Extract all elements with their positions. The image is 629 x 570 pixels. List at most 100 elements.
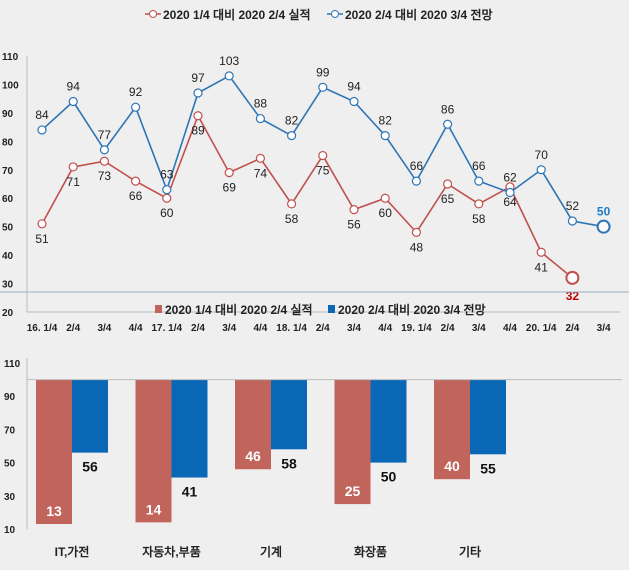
actual-point <box>443 179 453 189</box>
forecast-point <box>567 216 578 226</box>
legend-label: 2020 1/4 대비 2020 2/4 실적 <box>165 302 313 317</box>
actual-label: 73 <box>98 169 112 183</box>
legend-marker <box>331 10 339 18</box>
forecast-label: 66 <box>472 159 486 173</box>
forecast-point <box>255 113 265 124</box>
actual-bar <box>434 379 470 480</box>
actual-label: 58 <box>285 212 299 226</box>
actual-point <box>131 176 141 186</box>
forecast-point <box>162 185 172 195</box>
forecast-point <box>37 125 47 135</box>
x-category-label: 기계 <box>260 544 282 559</box>
x-tick-label: 16. 1/4 <box>27 323 58 334</box>
forecast-bar-label: 56 <box>82 459 98 475</box>
actual-point <box>536 247 546 257</box>
x-tick-label: 2/4 <box>565 323 579 334</box>
forecast-label: 88 <box>254 97 268 111</box>
legend-marker <box>149 10 157 18</box>
forecast-label: 77 <box>98 128 112 142</box>
forecast-point <box>380 131 390 141</box>
actual-point <box>68 162 78 172</box>
actual-bar <box>334 379 371 505</box>
actual-bar-label: 13 <box>46 503 62 519</box>
actual-bar <box>235 379 271 470</box>
y-tick-label: 50 <box>2 223 14 234</box>
actual-label: 56 <box>347 218 361 232</box>
forecast-label: 82 <box>285 114 299 128</box>
actual-bar-label: 14 <box>146 501 162 517</box>
forecast-label: 103 <box>219 54 239 68</box>
actual-label: 75 <box>316 164 330 178</box>
y-tick-label: 50 <box>4 459 16 470</box>
x-tick-label: 3/4 <box>222 323 236 334</box>
actual-point <box>224 168 234 178</box>
actual-bar-label: 46 <box>245 448 261 464</box>
forecast-point <box>224 71 234 81</box>
legend-label: 2020 1/4 대비 2020 2/4 실적 <box>163 7 311 22</box>
actual-point <box>411 227 421 237</box>
actual-label: 66 <box>129 189 143 203</box>
actual-label: 60 <box>379 206 393 220</box>
forecast-point <box>99 145 110 155</box>
actual-label: 71 <box>67 175 81 189</box>
forecast-label: 94 <box>67 80 81 94</box>
forecast-bar-label: 55 <box>480 460 496 476</box>
forecast-point <box>474 176 484 186</box>
actual-label: 58 <box>472 212 486 226</box>
actual-label: 69 <box>223 181 237 195</box>
x-category-label: IT,가전 <box>55 544 90 559</box>
x-tick-label: 17. 1/4 <box>152 323 183 334</box>
x-tick-label: 2/4 <box>316 323 330 334</box>
forecast-label: 84 <box>35 108 49 122</box>
actual-label: 41 <box>535 260 549 274</box>
forecast-label: 63 <box>160 168 174 182</box>
actual-point <box>318 150 328 161</box>
forecast-label: 62 <box>503 171 517 185</box>
actual-label: 48 <box>410 240 424 254</box>
x-tick-label: 2/4 <box>191 323 205 334</box>
actual-bar-label: 40 <box>444 458 460 474</box>
y-tick-label: 70 <box>2 166 14 177</box>
forecast-label: 82 <box>379 114 393 128</box>
y-tick-label: 110 <box>4 359 21 370</box>
y-tick-label: 90 <box>4 392 16 403</box>
forecast-bar <box>271 379 307 450</box>
x-tick-label: 4/4 <box>129 323 143 334</box>
forecast-label: 94 <box>347 80 361 94</box>
actual-label: 51 <box>35 232 49 246</box>
x-tick-label: 3/4 <box>97 323 111 334</box>
y-tick-label: 60 <box>2 194 14 205</box>
x-category-label: 화장품 <box>354 544 387 559</box>
forecast-bar-label: 41 <box>182 484 198 500</box>
actual-point <box>287 199 297 209</box>
legend-swatch <box>328 305 335 313</box>
x-tick-label: 3/4 <box>597 323 611 334</box>
forecast-point <box>536 165 546 175</box>
x-tick-label: 3/4 <box>347 323 361 334</box>
x-tick-label: 4/4 <box>253 323 267 334</box>
forecast-label: 66 <box>410 159 424 173</box>
actual-point <box>565 270 580 285</box>
forecast-point <box>505 187 515 198</box>
actual-bar <box>36 379 72 525</box>
y-tick-label: 110 <box>2 52 19 63</box>
y-tick-label: 30 <box>2 280 14 291</box>
y-tick-label: 80 <box>2 137 14 148</box>
y-tick-label: 40 <box>2 251 14 262</box>
y-tick-label: 10 <box>4 525 16 536</box>
actual-point <box>37 219 47 229</box>
actual-point <box>380 193 390 203</box>
forecast-bar <box>72 379 108 453</box>
forecast-point <box>596 219 611 234</box>
actual-line <box>41 113 573 279</box>
x-tick-label: 3/4 <box>472 323 486 334</box>
actual-point <box>193 111 203 121</box>
x-tick-label: 2/4 <box>66 323 80 334</box>
forecast-point <box>318 82 328 92</box>
x-tick-label: 19. 1/4 <box>401 323 432 334</box>
forecast-bar-label: 50 <box>381 469 397 485</box>
actual-label: 89 <box>191 124 205 138</box>
actual-label: 32 <box>566 289 580 303</box>
x-tick-label: 4/4 <box>503 323 517 334</box>
